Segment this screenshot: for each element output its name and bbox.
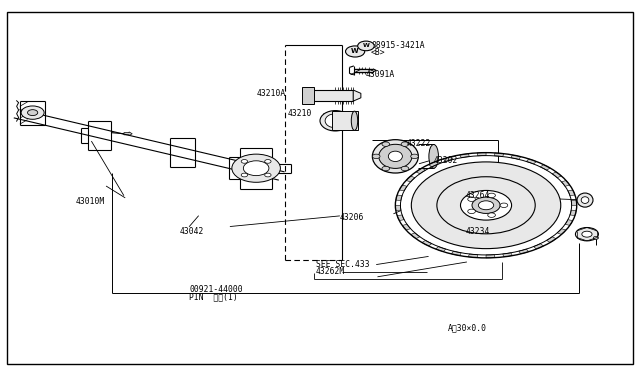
Text: 43210A: 43210A [256, 89, 285, 98]
Text: 43262M: 43262M [316, 267, 345, 276]
Polygon shape [460, 154, 469, 158]
Circle shape [468, 209, 476, 214]
Polygon shape [511, 155, 521, 159]
Circle shape [575, 228, 598, 241]
Ellipse shape [577, 193, 593, 207]
Ellipse shape [581, 197, 589, 203]
Polygon shape [396, 195, 402, 201]
Circle shape [488, 193, 495, 198]
Circle shape [358, 41, 374, 51]
Bar [312, 90, 353, 101]
Polygon shape [397, 215, 404, 221]
Polygon shape [570, 210, 576, 215]
Bar [332, 111, 358, 131]
Circle shape [265, 173, 271, 177]
Polygon shape [486, 255, 495, 258]
Circle shape [412, 162, 561, 248]
Circle shape [401, 142, 409, 146]
Text: <B>: <B> [371, 48, 386, 57]
Polygon shape [495, 153, 504, 157]
FancyArrow shape [124, 132, 132, 136]
Bar [302, 87, 314, 104]
Text: 08915-3421A: 08915-3421A [371, 41, 425, 51]
Text: 43222: 43222 [406, 139, 431, 148]
Circle shape [472, 197, 500, 214]
Ellipse shape [379, 144, 412, 169]
Circle shape [232, 154, 280, 182]
Text: 43202: 43202 [434, 155, 458, 164]
Polygon shape [416, 168, 426, 174]
Circle shape [243, 161, 269, 176]
Polygon shape [565, 220, 573, 225]
Text: 43264: 43264 [466, 191, 490, 200]
Circle shape [593, 236, 598, 239]
Circle shape [346, 46, 365, 57]
Polygon shape [399, 185, 407, 191]
Polygon shape [503, 253, 513, 257]
Text: 43210: 43210 [288, 109, 312, 118]
Polygon shape [468, 254, 477, 258]
Text: 43206: 43206 [339, 213, 364, 222]
Polygon shape [534, 244, 543, 249]
Polygon shape [540, 164, 550, 170]
Text: 43234: 43234 [466, 227, 490, 236]
Text: A（30×0.0: A（30×0.0 [448, 323, 487, 332]
Circle shape [382, 166, 390, 171]
Ellipse shape [325, 114, 346, 128]
Circle shape [21, 106, 44, 119]
Polygon shape [406, 176, 415, 182]
Circle shape [582, 231, 592, 237]
Ellipse shape [388, 151, 403, 161]
Polygon shape [451, 251, 461, 256]
Polygon shape [396, 205, 401, 211]
Text: 43042: 43042 [179, 227, 204, 236]
Text: W: W [362, 44, 369, 48]
Ellipse shape [372, 140, 419, 173]
Polygon shape [444, 157, 453, 161]
Circle shape [241, 173, 248, 177]
Circle shape [28, 110, 38, 116]
Ellipse shape [320, 110, 351, 131]
Polygon shape [568, 190, 575, 196]
Circle shape [401, 166, 409, 171]
Text: PIN  ピン(1): PIN ピン(1) [189, 293, 238, 302]
Text: 43010M: 43010M [76, 197, 106, 206]
Circle shape [372, 154, 380, 158]
Text: W: W [351, 48, 359, 54]
Circle shape [488, 213, 495, 217]
Polygon shape [429, 161, 438, 167]
Polygon shape [572, 200, 577, 205]
Ellipse shape [429, 144, 438, 168]
Circle shape [468, 197, 476, 201]
Polygon shape [411, 233, 420, 239]
Text: 00921-44000: 00921-44000 [189, 285, 243, 294]
Polygon shape [403, 224, 411, 230]
Ellipse shape [351, 111, 358, 131]
Circle shape [241, 160, 248, 163]
Polygon shape [477, 153, 486, 156]
Polygon shape [526, 159, 536, 164]
Text: 43091A: 43091A [366, 70, 396, 79]
Circle shape [500, 203, 508, 208]
Polygon shape [561, 180, 570, 186]
Circle shape [478, 201, 493, 210]
Polygon shape [547, 237, 556, 243]
Circle shape [265, 160, 271, 163]
Polygon shape [557, 229, 566, 234]
Polygon shape [552, 172, 561, 178]
Polygon shape [353, 90, 361, 101]
Circle shape [382, 142, 390, 146]
Circle shape [411, 154, 419, 158]
Polygon shape [422, 240, 432, 246]
Circle shape [437, 177, 535, 234]
Text: SEE SEC.433: SEE SEC.433 [316, 260, 369, 269]
Polygon shape [519, 249, 529, 254]
Circle shape [461, 190, 511, 220]
Polygon shape [436, 247, 445, 252]
